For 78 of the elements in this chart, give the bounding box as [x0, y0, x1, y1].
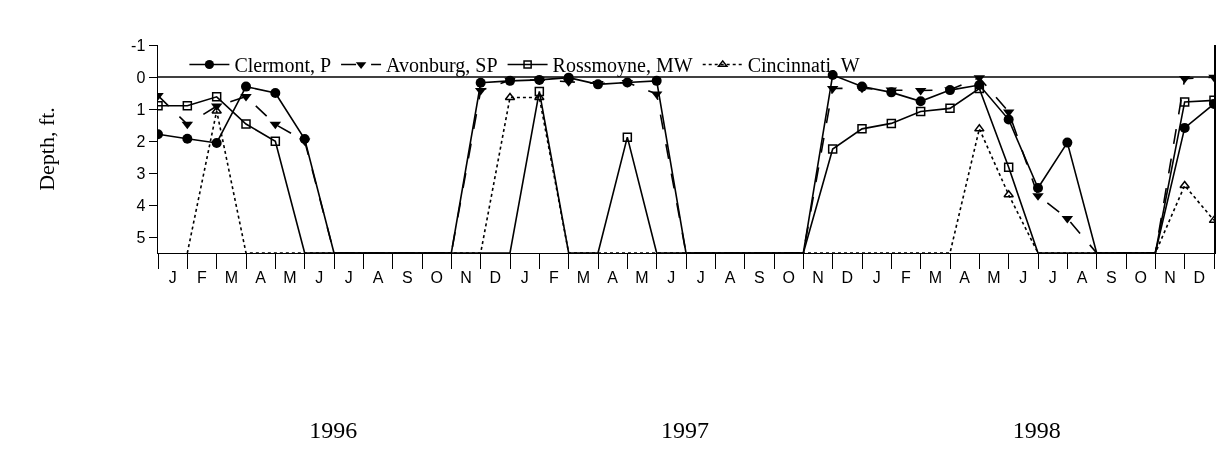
x-tick-label: J: [872, 269, 881, 287]
x-tick-label: D: [1193, 269, 1206, 287]
x-tick-label: A: [1076, 269, 1088, 287]
point: [915, 106, 926, 117]
x2-tick-label: 1996: [309, 417, 358, 443]
x-tick-label: S: [1105, 269, 1117, 287]
point: [945, 103, 955, 114]
y-axis-title: Depth, ft.: [34, 107, 60, 191]
x-tick-label: J: [696, 269, 705, 287]
x-tick-label: M: [635, 269, 649, 287]
x2-tick-label: 1998: [1012, 417, 1061, 443]
y-tick-label: 2: [136, 132, 146, 150]
x-tick-label: M: [987, 269, 1001, 287]
x2-tick-label: 1997: [661, 417, 710, 443]
x-tick-label: S: [753, 269, 765, 287]
x-tick-label: D: [489, 269, 502, 287]
x-tick-label: O: [782, 269, 795, 287]
point: [270, 88, 281, 98]
x-tick-label: N: [812, 269, 824, 287]
point: [1003, 114, 1014, 125]
x-tick-label: A: [959, 269, 971, 287]
point: [534, 86, 545, 97]
point: [241, 119, 251, 129]
x-tick-label: F: [197, 269, 208, 287]
x-tick-label: N: [1164, 269, 1176, 287]
y-tick-label: -1: [131, 36, 146, 54]
legend-label: Rossmoyne, MW: [552, 54, 693, 78]
x-tick-label: A: [372, 269, 384, 287]
x-tick-label: N: [460, 269, 472, 287]
point: [241, 81, 251, 92]
x-tick-label: J: [1019, 269, 1028, 287]
point: [886, 118, 897, 129]
y-tick-label: 5: [136, 228, 146, 246]
point: [857, 124, 867, 134]
x-tick-label: F: [549, 269, 560, 287]
y-tick-label: 0: [136, 68, 146, 86]
point: [974, 83, 985, 94]
point: [622, 132, 633, 142]
x-tick-label: M: [283, 269, 297, 287]
x-tick-label: S: [401, 269, 413, 287]
x-tick-label: D: [841, 269, 854, 287]
x-tick-label: M: [928, 269, 942, 287]
point: [1062, 137, 1073, 148]
x-tick-label: M: [576, 269, 590, 287]
point: [270, 136, 281, 147]
point: [211, 137, 222, 148]
x-tick-label: J: [1048, 269, 1057, 287]
point: [827, 144, 838, 154]
x-tick-label: A: [607, 269, 619, 287]
y-tick-label: 4: [136, 196, 146, 214]
point: [1003, 162, 1014, 172]
x-tick-label: M: [224, 269, 238, 287]
point: [211, 92, 222, 102]
point: [915, 96, 926, 107]
point: [1179, 97, 1190, 107]
x-tick-label: O: [430, 269, 443, 287]
x-tick-label: F: [901, 269, 912, 287]
point: [1179, 180, 1191, 189]
point: [182, 101, 193, 111]
x-tick-label: J: [344, 269, 353, 287]
x-tick-label: A: [724, 269, 736, 287]
x-tick-label: O: [1134, 269, 1147, 287]
point: [856, 85, 868, 94]
x-tick-label: J: [520, 269, 529, 287]
x-tick-label: J: [315, 269, 324, 287]
legend-label: Clermont, P: [234, 54, 332, 77]
y-tick-label: 1: [136, 100, 146, 118]
x-tick-label: J: [168, 269, 177, 287]
x-tick-label: A: [255, 269, 267, 287]
point: [1179, 122, 1190, 133]
point: [533, 92, 545, 101]
x-tick-label: J: [667, 269, 676, 287]
legend-label: Cincinnati, W: [747, 54, 860, 77]
point: [475, 77, 486, 88]
legend-label: Avonburg, SP: [386, 54, 498, 78]
point: [504, 92, 516, 101]
point: [182, 133, 193, 144]
y-tick-label: 3: [136, 164, 146, 182]
